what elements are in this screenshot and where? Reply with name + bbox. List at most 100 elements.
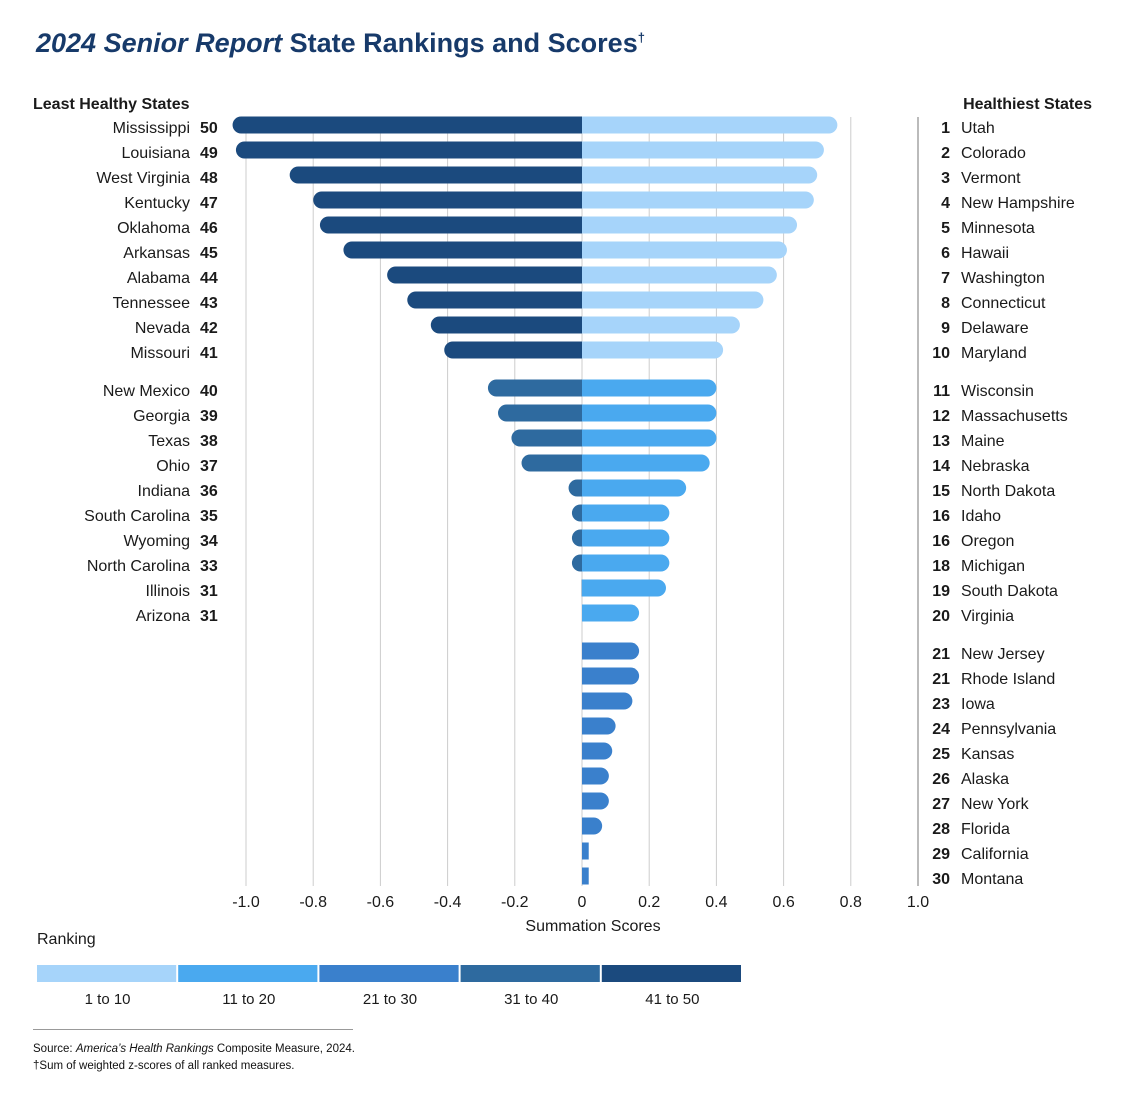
bar	[582, 817, 603, 835]
x-tick-label: 0.2	[638, 894, 660, 911]
bar	[582, 842, 589, 860]
bar	[582, 667, 640, 685]
x-tick-label: -0.8	[299, 894, 327, 911]
bar	[571, 529, 582, 547]
bar	[582, 116, 838, 134]
state-label: North Dakota	[961, 483, 1055, 500]
bar	[498, 404, 582, 422]
x-tick-label: 0.4	[705, 894, 727, 911]
x-tick-label: 0.6	[772, 894, 794, 911]
x-tick-label: -0.4	[434, 894, 462, 911]
state-label: Utah	[961, 120, 995, 137]
source: Source: America’s Health Rankings Compos…	[33, 1043, 355, 1055]
state-label: Iowa	[961, 696, 995, 713]
rank-label: 31	[200, 608, 218, 625]
state-label: Nebraska	[961, 458, 1030, 475]
state-label: New Jersey	[961, 646, 1045, 663]
rank-label: 40	[200, 383, 218, 400]
state-label: Idaho	[961, 508, 1001, 525]
rank-label: 14	[932, 458, 950, 475]
rank-label: 11	[933, 383, 950, 400]
rank-label: 23	[932, 696, 950, 713]
rank-label: 12	[932, 408, 950, 425]
x-tick-label: -0.6	[367, 894, 395, 911]
bar	[582, 141, 824, 159]
rank-label: 44	[200, 270, 218, 287]
rank-label: 8	[941, 295, 950, 312]
rank-label: 29	[932, 846, 950, 863]
rank-label: 28	[932, 821, 950, 838]
title-italic: 2024 Senior Report	[36, 28, 283, 58]
bar	[582, 216, 798, 234]
state-label: Oregon	[961, 533, 1014, 550]
rank-label: 18	[932, 558, 950, 575]
state-label: New York	[961, 796, 1030, 813]
source-italic: America’s Health Rankings	[75, 1043, 214, 1055]
rank-label: 31	[200, 583, 218, 600]
rank-label: 26	[932, 771, 950, 788]
rank-label: 20	[932, 608, 950, 625]
bar	[582, 429, 717, 447]
bar	[582, 404, 717, 422]
state-label: Michigan	[961, 558, 1025, 575]
rank-label: 47	[200, 195, 218, 212]
state-label: Hawaii	[961, 245, 1009, 262]
rank-label: 9	[941, 320, 950, 337]
state-label: Kentucky	[124, 195, 190, 212]
legend-swatch	[319, 965, 459, 982]
bar	[582, 579, 666, 597]
x-tick-label: -0.2	[501, 894, 529, 911]
right-header: Healthiest States	[963, 96, 1092, 113]
legend-label: 1 to 10	[85, 991, 131, 1008]
bar	[487, 379, 582, 397]
bar	[582, 191, 814, 209]
bar	[430, 316, 582, 334]
legend-label: 31 to 40	[504, 991, 558, 1008]
state-label: Nevada	[135, 320, 190, 337]
state-label: New Hampshire	[961, 195, 1075, 212]
rank-label: 50	[200, 120, 218, 137]
rank-label: 37	[200, 458, 218, 475]
rank-label: 19	[932, 583, 950, 600]
rank-label: 39	[200, 408, 218, 425]
rank-label: 13	[932, 433, 950, 450]
state-label: Indiana	[138, 483, 191, 500]
state-label: Montana	[961, 871, 1023, 888]
bar	[582, 479, 687, 497]
title-text: State Rankings and Scores	[282, 28, 638, 58]
state-label: Oklahoma	[117, 220, 190, 237]
state-label: Florida	[961, 821, 1010, 838]
legend-swatch	[178, 965, 318, 982]
footnote: †Sum of weighted z-scores of all ranked …	[33, 1060, 295, 1072]
state-label: North Carolina	[87, 558, 190, 575]
state-label: Alabama	[127, 270, 190, 287]
left-header: Least Healthy States	[33, 96, 190, 113]
state-label: Maine	[961, 433, 1005, 450]
state-label: Ohio	[156, 458, 190, 475]
rank-label: 16	[932, 508, 950, 525]
bar	[444, 341, 582, 359]
bar	[582, 604, 640, 622]
rank-label: 1	[941, 120, 950, 137]
bar	[582, 266, 777, 284]
bar	[582, 642, 640, 660]
state-label: Connecticut	[961, 295, 1046, 312]
rank-label: 33	[200, 558, 218, 575]
rank-label: 41	[200, 345, 218, 362]
bar	[582, 504, 670, 522]
bar	[313, 191, 582, 209]
legend-swatch	[37, 965, 177, 982]
rank-label: 42	[200, 320, 218, 337]
rank-label: 2	[941, 145, 950, 162]
bar	[582, 241, 787, 259]
bar	[582, 717, 616, 735]
state-label: Vermont	[961, 170, 1021, 187]
state-label: New Mexico	[103, 383, 190, 400]
state-label: California	[961, 846, 1029, 863]
bar	[582, 166, 818, 184]
bar	[582, 767, 609, 785]
rank-label: 38	[200, 433, 218, 450]
bar	[232, 116, 582, 134]
bar	[582, 341, 724, 359]
